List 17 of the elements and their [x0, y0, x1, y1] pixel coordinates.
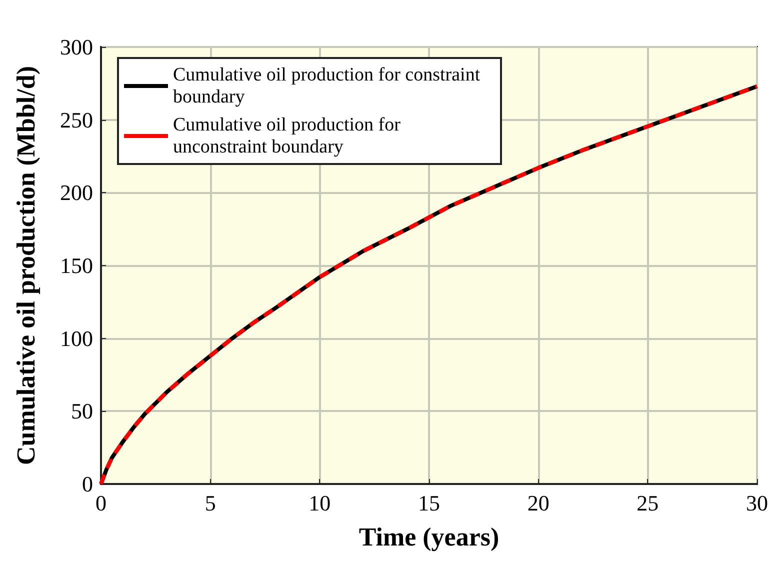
y-tick-label: 100 [60, 326, 93, 351]
x-axis-title: Time (years) [358, 522, 500, 552]
y-tick-label: 200 [60, 180, 93, 206]
y-axis-title: Cumulative oil production (Mbbl/d) [12, 66, 40, 465]
legend-label: Cumulative oil production for constraint boundary [173, 64, 485, 108]
y-tick-label: 300 [60, 34, 93, 60]
y-tick-label: 150 [60, 253, 93, 278]
x-tick-label: 10 [308, 490, 331, 516]
y-tick-label: 250 [60, 107, 93, 132]
x-tick-label: 30 [746, 490, 768, 516]
legend-label: Cumulative oil production for unconstraint boundary [173, 114, 406, 158]
x-tick-label: 5 [204, 490, 216, 516]
x-tick-label: 15 [418, 490, 440, 516]
y-tick-label: 50 [71, 398, 93, 424]
y-tick-label: 0 [82, 472, 93, 496]
x-tick-label: 25 [636, 490, 659, 516]
x-tick-label: 20 [527, 490, 550, 516]
